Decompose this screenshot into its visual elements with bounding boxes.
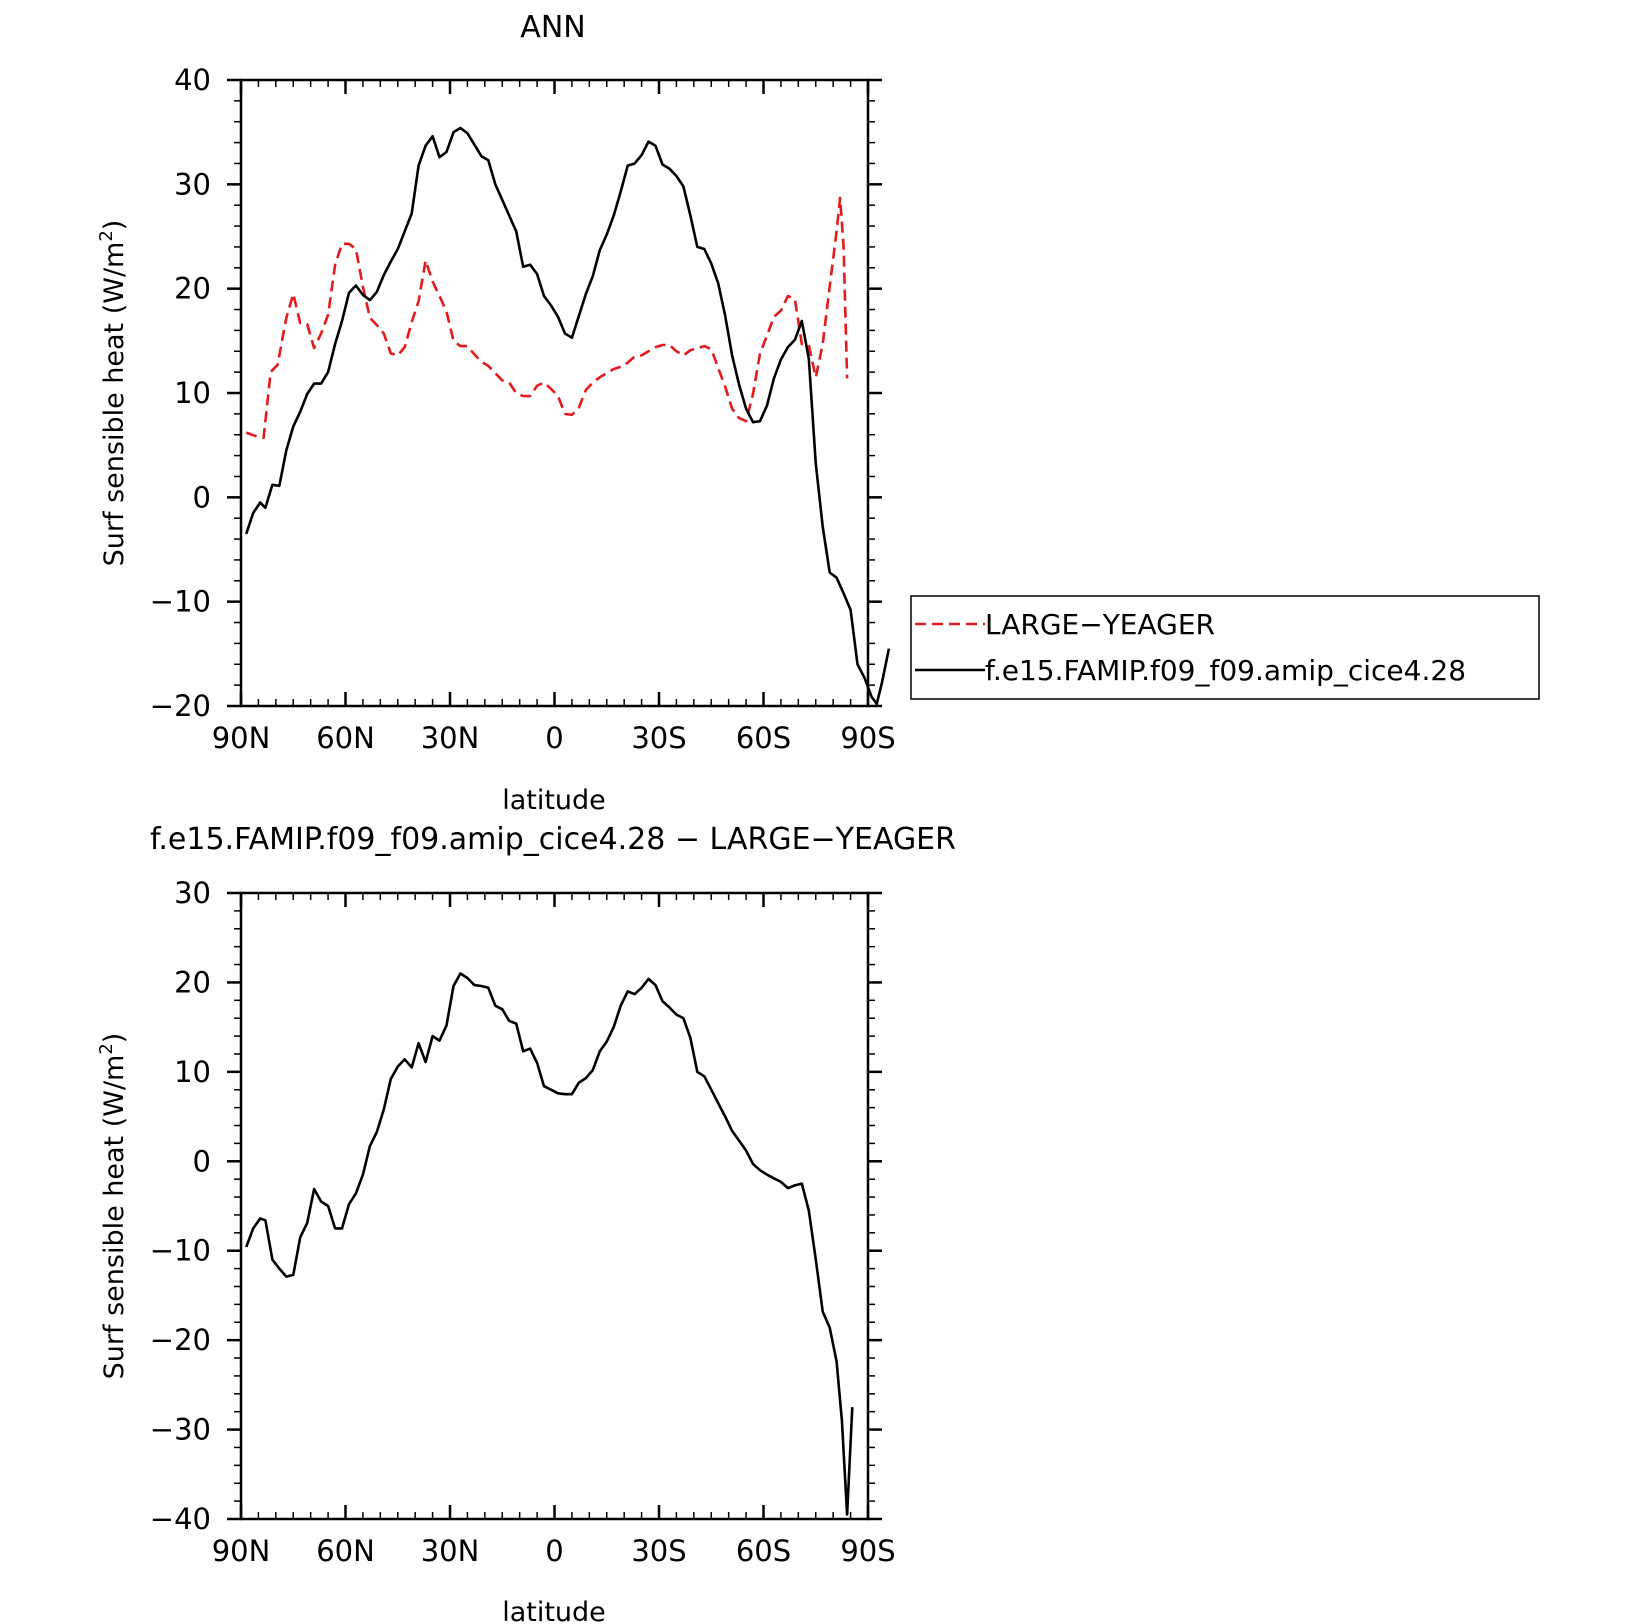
- y-tick-label: −10: [150, 1234, 211, 1268]
- y-tick-label: −20: [150, 689, 211, 723]
- y-tick-label: 30: [174, 167, 211, 201]
- y-tick-label: 30: [174, 876, 211, 910]
- x-tick-label: 30N: [421, 721, 480, 755]
- y-tick-label: 10: [174, 376, 211, 410]
- bottom-panel-title: f.e15.FAMIP.f09_f09.amip_cice4.28 − LARG…: [150, 822, 956, 857]
- x-tick-label: 60S: [736, 721, 791, 755]
- y-tick-label: 10: [174, 1055, 211, 1089]
- bottom-y-axis-label: Surf sensible heat (W/m2): [96, 1033, 130, 1380]
- top-axis-ticks: 90N 60N 30N 0 30S 60S 90S 40 30 20 10 0 −10 −20: [150, 63, 896, 755]
- y-tick-label: 40: [174, 63, 211, 97]
- bottom-axis-ticks: 90N 60N 30N 0 30S 60S 90S 30 20 10 0 −10 −20 −30 −40: [150, 876, 896, 1568]
- top-plot-lines: [244, 126, 891, 706]
- bottom-plot-lines: [244, 972, 854, 1516]
- y-tick-label: −30: [150, 1413, 211, 1447]
- top-series-line-0: [245, 196, 849, 440]
- x-tick-label: 60S: [736, 1534, 791, 1568]
- legend-label-famip: f.e15.FAMIP.f09_f09.amip_cice4.28: [985, 654, 1466, 687]
- y-tick-label: 0: [193, 1144, 211, 1178]
- x-tick-label: 90S: [840, 721, 895, 755]
- bottom-series-line-0: [244, 972, 854, 1516]
- top-series-line-1: [244, 126, 891, 706]
- y-tick-label: −40: [150, 1502, 211, 1536]
- x-tick-label: 0: [545, 1534, 563, 1568]
- top-x-axis-label: latitude: [502, 785, 606, 816]
- bottom-plot-frame: [239, 891, 870, 1521]
- x-tick-label: 90S: [840, 1534, 895, 1568]
- x-tick-label: 30S: [631, 1534, 686, 1568]
- top-panel: ANN 90N 60N 30N 0 30S 60S 90S 40 30 20 10 0 −10 −20 l…: [96, 10, 896, 816]
- legend-box: [910, 595, 1540, 700]
- x-tick-label: 60N: [316, 721, 375, 755]
- y-tick-label: −10: [150, 585, 211, 619]
- bottom-panel: f.e15.FAMIP.f09_f09.amip_cice4.28 − LARG…: [96, 822, 956, 1624]
- y-tick-label: −20: [150, 1323, 211, 1357]
- x-tick-label: 0: [545, 721, 563, 755]
- y-tick-label: 20: [174, 272, 211, 306]
- y-tick-label: 0: [193, 480, 211, 514]
- y-tick-label: 20: [174, 965, 211, 999]
- bottom-x-axis-label: latitude: [502, 1597, 606, 1624]
- x-tick-label: 60N: [316, 1534, 375, 1568]
- top-y-axis-label: Surf sensible heat (W/m2): [96, 220, 130, 567]
- legend-label-large-yeager: LARGE−YEAGER: [985, 608, 1215, 641]
- x-tick-label: 90N: [212, 721, 271, 755]
- x-tick-label: 30N: [421, 1534, 480, 1568]
- x-tick-label: 90N: [212, 1534, 271, 1568]
- x-tick-label: 30S: [631, 721, 686, 755]
- legend: LARGE−YEAGER f.e15.FAMIP.f09_f09.amip_ci…: [910, 595, 1540, 700]
- top-panel-title: ANN: [520, 10, 585, 45]
